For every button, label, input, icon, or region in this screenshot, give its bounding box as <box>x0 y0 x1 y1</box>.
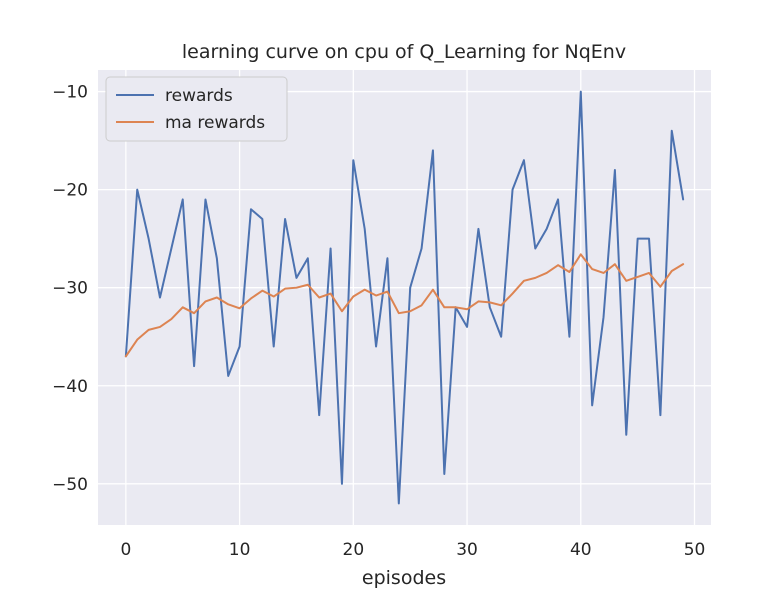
legend-label-ma-rewards: ma rewards <box>165 113 265 133</box>
series-lines <box>124 90 685 505</box>
y-tick-label: −30 <box>52 279 88 299</box>
y-tick-label: −40 <box>52 377 88 397</box>
legend-label-rewards: rewards <box>165 86 233 106</box>
x-tick-label: 40 <box>570 540 592 560</box>
plot-background <box>98 70 711 525</box>
x-ticks: 0 10 20 30 40 50 <box>120 540 705 560</box>
chart-title: learning curve on cpu of Q_Learning for … <box>182 41 626 63</box>
x-tick-label: 20 <box>343 540 365 560</box>
y-tick-label: −10 <box>52 83 88 103</box>
legend-box <box>105 76 288 142</box>
legend: rewards ma rewards <box>105 76 288 142</box>
x-tick-label: 50 <box>684 540 706 560</box>
x-tick-label: 0 <box>120 540 131 560</box>
x-tick-label: 30 <box>456 540 478 560</box>
y-tick-label: −20 <box>52 181 88 201</box>
y-ticks: −50 −40 −30 −20 −10 <box>52 83 88 495</box>
x-tick-label: 10 <box>229 540 251 560</box>
y-tick-label: −50 <box>52 475 88 495</box>
x-axis-label: episodes <box>362 567 446 589</box>
series-line-ma-rewards <box>124 253 685 358</box>
series-line-rewards <box>124 90 685 505</box>
